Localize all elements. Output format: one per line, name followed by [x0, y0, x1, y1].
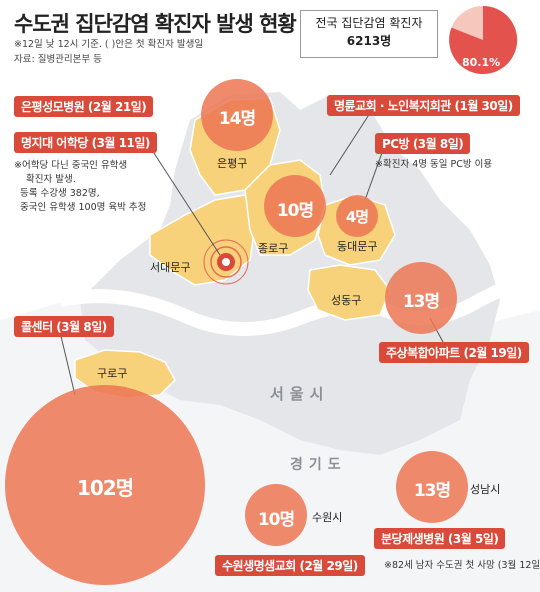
label-callcenter: 콜센터 (3월 8일) — [14, 316, 114, 337]
circle-apartment — [385, 262, 457, 334]
count-apartment: 13명 — [402, 292, 440, 312]
count-callcenter: 102명 — [76, 476, 134, 500]
district-suwon: 수원시 — [312, 511, 343, 524]
page-title: 수도권 집단감염 확진자 발생 현황 — [14, 12, 297, 36]
note-basis: ※12일 낮 12시 기준. ( )안은 첫 확진자 발생일 — [14, 39, 204, 50]
myeongji-note-4: 중국인 유학생 100명 육박 추정 — [20, 202, 147, 213]
total-box: 전국 집단감염 확진자 6213명 — [300, 10, 438, 58]
pie-percent: 80.1% — [462, 56, 501, 69]
total-value: 6213명 — [346, 34, 392, 48]
pc-note: ※확진자 4명 동일 PC방 이용 — [375, 159, 493, 170]
pie-slice — [449, 5, 518, 74]
label-pc-bang: PC방 (3월 8일) — [375, 133, 471, 154]
district-seongnam: 성남시 — [470, 483, 501, 496]
bundang-note: ※82세 남자 수도권 첫 사망 (3월 12일) — [384, 560, 540, 571]
circle-eunpyeong — [201, 79, 273, 151]
circle-bundang — [396, 451, 468, 523]
count-eunpyeong: 14명 — [218, 109, 256, 129]
count-church: 10명 — [276, 201, 314, 221]
label-suwon-church: 수원생명샘교회 (2월 29일) — [215, 555, 365, 576]
count-bundang: 13명 — [413, 481, 451, 501]
region-gyeonggi: 경기도 — [290, 457, 347, 473]
district-jongno: 종로구 — [258, 242, 289, 255]
count-pcbang: 4명 — [345, 208, 369, 226]
district-shape-seongdong — [307, 264, 391, 321]
label-apartment: 주상복합아파트 (2월 19일) — [379, 342, 529, 363]
district-eunpyeong: 은평구 — [217, 157, 248, 170]
circle-pcbang — [336, 195, 378, 237]
district-seodaemun: 서대문구 — [150, 261, 191, 274]
label-myeongji-academy: 명지대 어학당 (3월 11일) — [14, 132, 157, 153]
label-eunpyeong-hospital: 은평성모병원 (2월 21일) — [14, 96, 154, 117]
circle-church — [264, 175, 326, 237]
label-church: 명륜교회 · 노인복지회관 (1월 30일) — [327, 95, 520, 116]
total-label: 전국 집단감염 확진자 — [315, 16, 423, 30]
myeongji-note-2: 확진자 발생. — [26, 174, 76, 185]
note-source: 자료: 질병관리본부 등 — [14, 54, 102, 65]
circle-callcenter — [5, 385, 205, 585]
label-bundang-hospital: 분당제생병원 (3월 5일) — [374, 528, 506, 549]
district-dongdaemun: 동대문구 — [337, 240, 378, 253]
region-seoul: 서울시 — [270, 385, 330, 403]
seoul-area — [80, 92, 500, 455]
myeongji-note-1: ※어학당 다닌 중국인 유학생 — [14, 160, 128, 171]
district-seongdong: 성동구 — [331, 294, 362, 307]
count-suwon: 10명 — [257, 510, 295, 530]
circle-suwon — [245, 484, 307, 546]
district-guro: 구로구 — [97, 367, 128, 380]
myeongji-note-3: 등록 수강생 382명, — [20, 188, 100, 199]
